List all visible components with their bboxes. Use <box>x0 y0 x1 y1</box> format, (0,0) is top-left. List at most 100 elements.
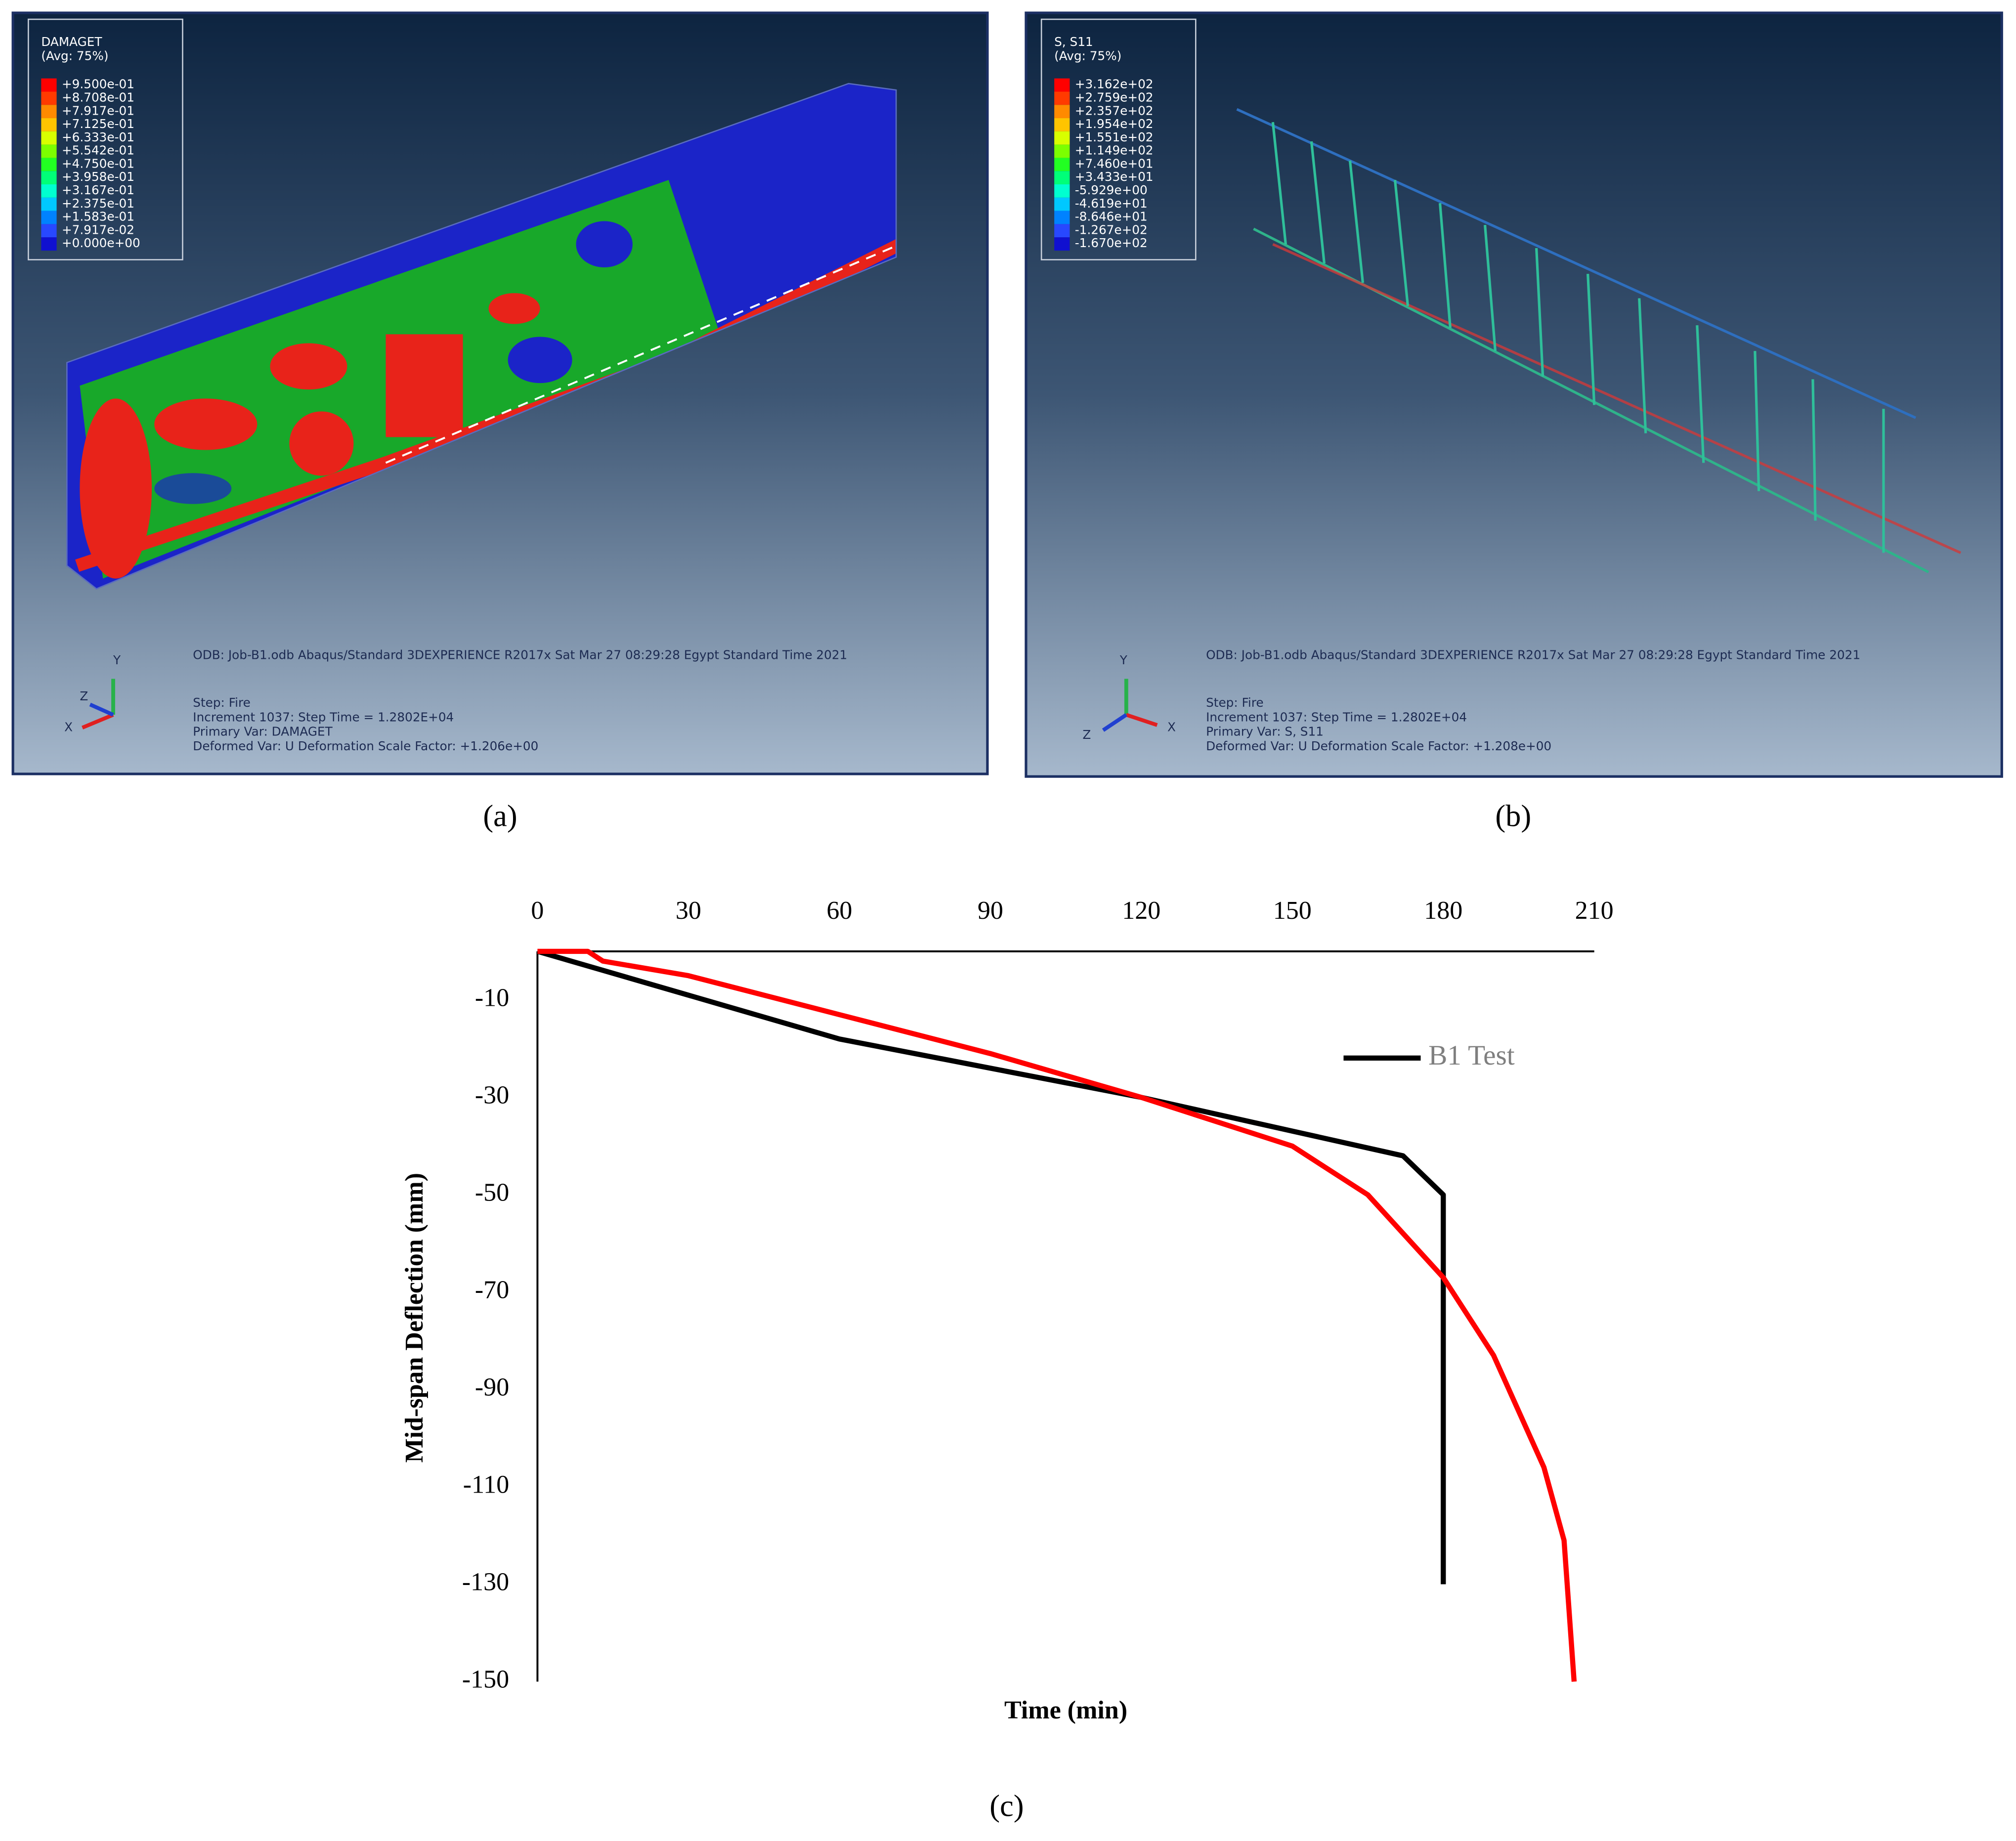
legend-value: +3.167e-01 <box>62 183 134 197</box>
legend-swatch <box>1054 237 1070 251</box>
series-line <box>536 948 1446 1584</box>
chart-caption: (c) <box>989 1788 1024 1823</box>
legend-value: +3.958e-01 <box>62 170 134 184</box>
legend-value: +7.460e+01 <box>1075 156 1154 171</box>
legend-value: +3.162e+02 <box>1075 77 1154 91</box>
legend-swatch <box>41 78 57 92</box>
x-tick-label: 60 <box>826 897 852 925</box>
legend-swatch <box>41 105 57 119</box>
legend-value: -1.670e+02 <box>1075 236 1148 250</box>
legend-avg: (Avg: 75%) <box>1054 48 1121 63</box>
legend-title: S, S11 <box>1054 35 1093 49</box>
legend-value: +2.357e+02 <box>1075 103 1154 118</box>
y-tick-label: -110 <box>463 1470 509 1498</box>
legend-avg: (Avg: 75%) <box>41 48 108 63</box>
legend-value: -8.646e+01 <box>1075 210 1148 224</box>
legend-value: +7.917e-02 <box>62 222 134 237</box>
deformed-var: Deformed Var: U Deformation Scale Factor… <box>1206 739 1551 753</box>
legend-value: +7.917e-01 <box>62 103 134 118</box>
panel-b: S, S11(Avg: 75%) +3.162e+02+2.759e+02+2.3… <box>1025 11 2003 778</box>
legend-swatch <box>41 158 57 171</box>
legend-value: +1.149e+02 <box>1075 143 1154 158</box>
legend-swatch <box>1054 118 1070 131</box>
x-tick-label: 0 <box>531 897 544 925</box>
legend-value: +5.542e-01 <box>62 143 134 158</box>
legend-value: +7.125e-01 <box>62 117 134 131</box>
legend-swatch <box>1054 171 1070 185</box>
legend-title: DAMAGET <box>41 35 102 49</box>
legend-value: +1.583e-01 <box>62 210 134 224</box>
legend-value: +6.333e-01 <box>62 130 134 144</box>
y-tick-label: -130 <box>462 1568 509 1596</box>
legend-value: +2.375e-01 <box>62 196 134 211</box>
legend-box <box>1040 18 1197 260</box>
beam-outline <box>66 83 897 590</box>
legend-swatch <box>41 184 57 198</box>
chart: 0 30 60 90 120 150 180 210 -10 -30 -50 -70 -90 -110 -1… <box>400 897 1614 1823</box>
legend-swatch <box>1054 197 1070 211</box>
increment: Increment 1037: Step Time = 1.2802E+04 <box>193 710 454 724</box>
x-tick-label: 210 <box>1575 897 1614 925</box>
deformed-var: Deformed Var: U Deformation Scale Factor… <box>193 739 538 753</box>
legend-value: +9.500e-01 <box>62 77 134 91</box>
odb-line: ODB: Job-B1.odb Abaqus/Standard 3DEXPERI… <box>193 648 847 662</box>
legend-value: +0.000e+00 <box>62 236 140 250</box>
legend-swatch <box>1054 184 1070 198</box>
legend-swatch <box>41 144 57 158</box>
series-line <box>537 948 1577 1682</box>
legend-swatch <box>1054 91 1070 105</box>
legend-swatch <box>41 211 57 224</box>
legend-value: +8.708e-01 <box>62 90 134 104</box>
legend-swatch <box>41 197 57 211</box>
legend-swatch <box>41 171 57 185</box>
x-axis-label: Time (min) <box>1004 1696 1127 1724</box>
y-tick-label: -90 <box>475 1373 509 1401</box>
primary-var: Primary Var: DAMAGET <box>193 725 333 739</box>
legend-swatch <box>1054 131 1070 145</box>
triad <box>1102 679 1158 732</box>
legend-swatch <box>1054 158 1070 171</box>
viewport <box>1025 11 2003 778</box>
increment: Increment 1037: Step Time = 1.2802E+04 <box>1206 710 1467 724</box>
triad-label: Y <box>113 653 121 667</box>
legend-swatch <box>41 91 57 105</box>
triad-label: Y <box>1119 653 1128 667</box>
x-tick-label: 90 <box>978 897 1003 925</box>
legend-swatch <box>41 118 57 131</box>
legend-swatch <box>1054 224 1070 238</box>
odb-line: ODB: Job-B1.odb Abaqus/Standard 3DEXPERI… <box>1206 648 1860 662</box>
y-axis-label: Mid-span Deflection (mm) <box>400 1173 429 1463</box>
legend-value: +4.750e-01 <box>62 156 134 171</box>
x-tick-label: 150 <box>1273 897 1312 925</box>
legend-value: -1.267e+02 <box>1075 222 1148 237</box>
triad-label: Z <box>80 689 88 703</box>
legend-value: -4.619e+01 <box>1075 196 1148 211</box>
panel-caption: (a) <box>483 798 517 833</box>
y-tick-label: -50 <box>475 1178 509 1206</box>
rebar-cage <box>1236 108 1962 573</box>
legend-label: B1 Test <box>1428 1040 1515 1071</box>
x-tick-label: 30 <box>676 897 701 925</box>
x-tick-label: 120 <box>1122 897 1160 925</box>
legend-value: +3.433e+01 <box>1075 170 1154 184</box>
legend-value: +1.551e+02 <box>1075 130 1154 144</box>
legend-swatch <box>1054 211 1070 224</box>
step: Step: Fire <box>193 695 251 710</box>
beam <box>67 84 897 589</box>
step: Step: Fire <box>1206 695 1264 710</box>
primary-var: Primary Var: S, S11 <box>1206 725 1324 739</box>
legend-swatch <box>1054 144 1070 158</box>
y-tick-label: -70 <box>475 1276 509 1304</box>
legend-swatch <box>1054 105 1070 119</box>
legend-swatch <box>1054 78 1070 92</box>
y-tick-label: -30 <box>475 1081 509 1109</box>
triad-label: Z <box>1082 728 1091 742</box>
legend-value: -5.929e+00 <box>1075 183 1148 197</box>
panel-caption: (b) <box>1495 798 1531 833</box>
legend-swatch <box>41 224 57 238</box>
legend-swatch <box>41 237 57 251</box>
legend-swatch <box>41 131 57 145</box>
y-tick-label: -10 <box>475 984 509 1012</box>
panel-a: DAMAGET(Avg: 75%)+9.500e-01+8.708e-01+7.… <box>11 11 989 775</box>
